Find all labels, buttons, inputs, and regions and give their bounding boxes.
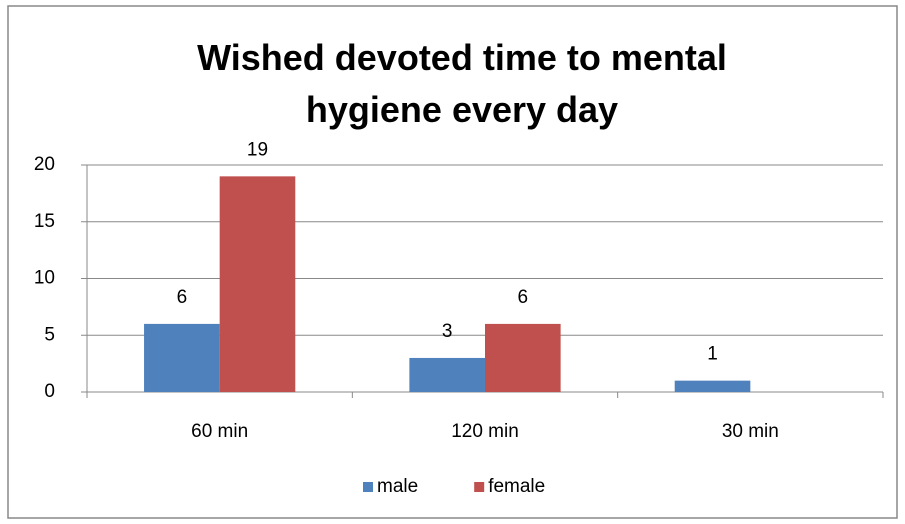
data-label: 3 <box>442 321 453 342</box>
legend-swatch <box>474 482 485 492</box>
x-tick-label: 60 min <box>191 421 248 442</box>
chart-title: Wished devoted time to mental hygiene ev… <box>197 37 727 130</box>
data-label: 19 <box>247 139 268 160</box>
data-label: 1 <box>707 344 718 365</box>
legend-label: male <box>377 476 418 497</box>
data-label: 6 <box>518 287 529 308</box>
y-tick-label: 15 <box>34 211 55 232</box>
chart-frame <box>7 5 898 519</box>
legend-swatch <box>363 482 373 492</box>
y-tick-label: 5 <box>44 324 55 345</box>
bar <box>219 176 296 392</box>
y-tick-label: 10 <box>34 268 55 289</box>
y-tick-label: 20 <box>34 154 55 175</box>
data-label: 6 <box>177 287 188 308</box>
legend-label: female <box>488 476 545 497</box>
bar <box>485 323 561 392</box>
bar <box>674 380 751 392</box>
bar <box>409 357 485 392</box>
x-tick-label: 120 min <box>451 421 519 442</box>
y-tick-label: 0 <box>44 381 55 402</box>
x-tick-label: 30 min <box>722 421 779 442</box>
bar <box>144 323 220 392</box>
